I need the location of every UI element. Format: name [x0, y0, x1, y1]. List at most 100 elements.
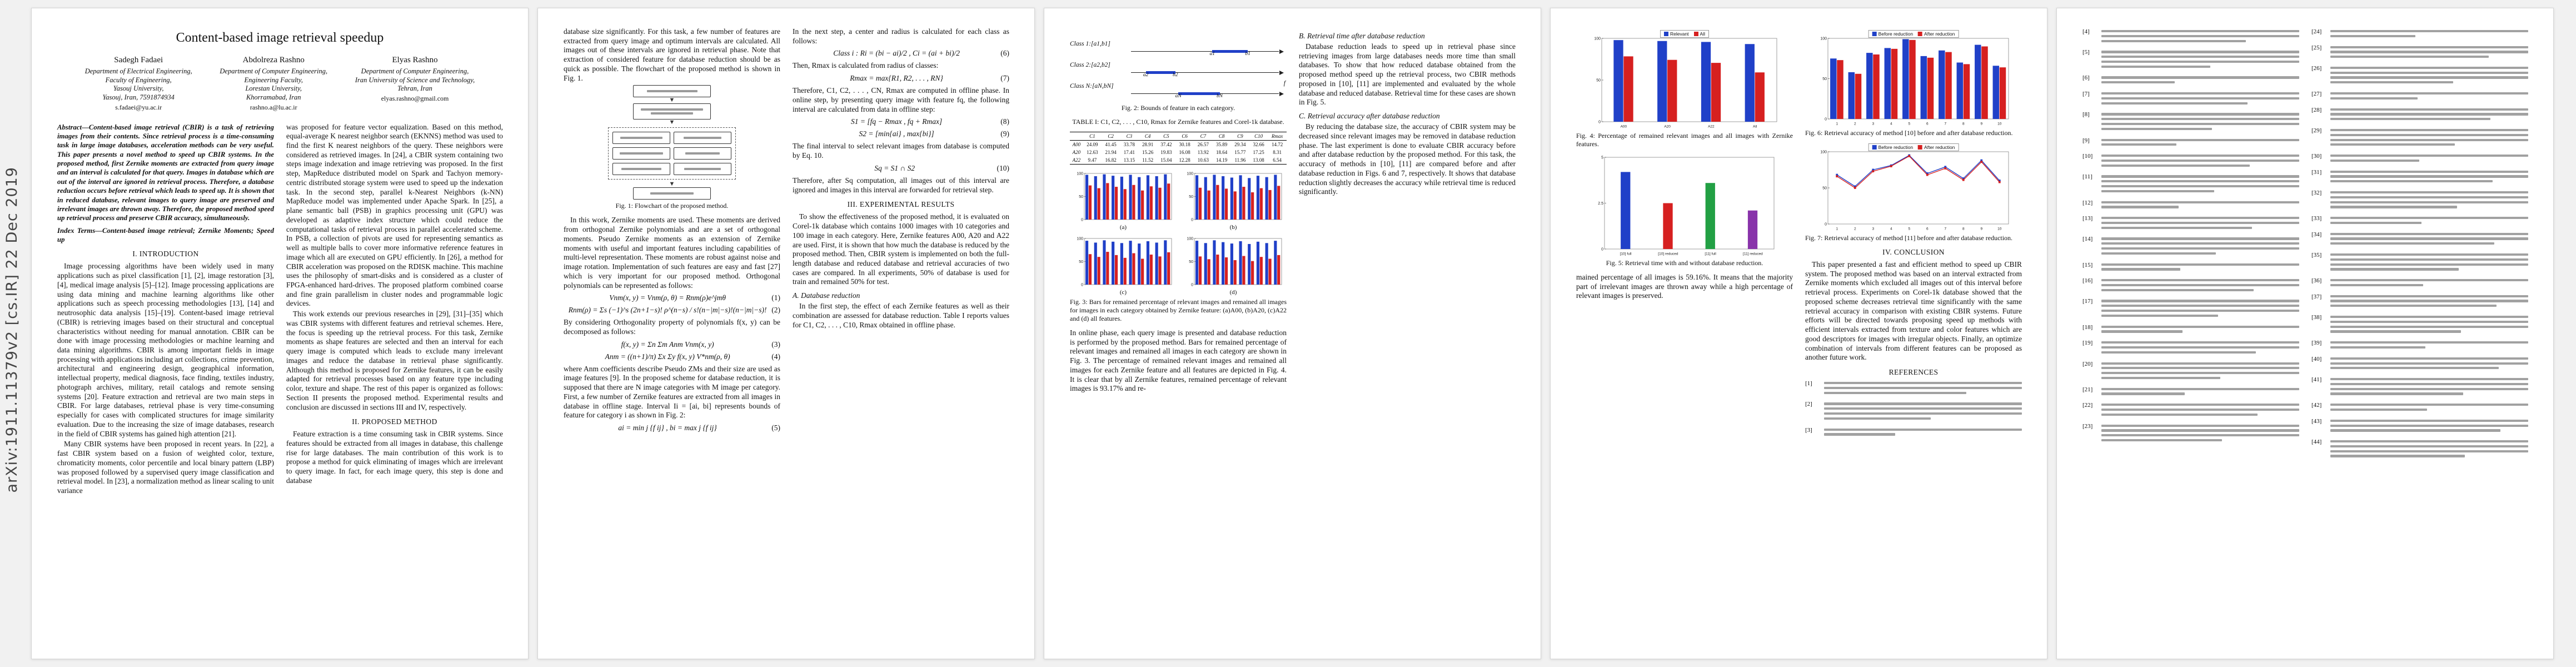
fig2-axis-line: aN bN f — [1131, 80, 1285, 99]
bar — [1848, 72, 1855, 119]
reference-item: [28] — [2311, 107, 2528, 123]
reference-text — [2330, 439, 2528, 460]
reference-text — [2330, 293, 2528, 310]
table-header-cell: C7 — [1194, 132, 1213, 141]
reference-number: [28] — [2311, 106, 2322, 113]
body-paragraph: In the first step, the effect of each Ze… — [793, 302, 1009, 329]
bar — [1256, 241, 1260, 285]
bar — [1755, 72, 1765, 122]
bar — [1613, 40, 1623, 122]
fig2-tick-label: a2 — [1143, 72, 1149, 78]
reference-list: [1] [2] [3] — [1805, 380, 2022, 438]
plot-area — [1604, 157, 1775, 250]
bar — [1158, 256, 1162, 285]
reference-number: [41] — [2311, 376, 2322, 384]
data-marker — [1962, 177, 1965, 180]
bar — [1902, 39, 1909, 119]
reference-item: [34] — [2311, 231, 2528, 247]
table-header-cell: C10 — [1249, 132, 1268, 141]
fig5-chart: 0 2.5 5 [10] full [10] reduced [11] full [11] … — [1593, 154, 1776, 257]
table-cell: 19.83 — [1160, 150, 1172, 155]
table-cell: 16.08 — [1179, 150, 1190, 155]
chart-legend: Before reduction After reduction — [1868, 143, 1959, 151]
section-heading-introduction: I. INTRODUCTION — [132, 250, 199, 258]
reference-item: [43] — [2311, 418, 2528, 434]
data-marker — [1836, 175, 1838, 178]
x-tick-label: 8 — [1962, 227, 1965, 231]
author-name: Sadegh Fadaei — [114, 56, 163, 64]
bar — [1207, 190, 1210, 220]
x-tick-label: 10 — [1997, 227, 2002, 231]
y-tick-label: 100 — [1820, 37, 1827, 41]
reference-number: [8] — [2082, 111, 2090, 118]
fig6-caption: Fig. 6: Retrieval accuracy of method [10… — [1805, 129, 2013, 137]
bar — [1222, 176, 1225, 220]
equation-body: f(x, y) = Σn Σm Anm Vnm(x, y) — [621, 340, 714, 349]
table-cell: 11.96 — [1234, 157, 1246, 163]
reference-number: [37] — [2311, 293, 2322, 300]
fig3b-chart: 0 50 100 — [1183, 170, 1284, 223]
reference-number: [22] — [2082, 402, 2093, 409]
reference-item: [18] — [2082, 324, 2299, 336]
reference-item: [7] — [2082, 91, 2299, 107]
reference-number: [17] — [2082, 298, 2093, 305]
reference-text — [2330, 91, 2528, 102]
equation-body: Sq = S1 ∩ S2 — [874, 163, 915, 172]
bar — [1701, 42, 1711, 122]
page3-left-column: Class 1:[a1,b1] a1 b1 Class 2:[a2,b2] a2 b2 Cl… — [1070, 27, 1287, 395]
reference-text — [2330, 107, 2528, 123]
bar — [1623, 56, 1633, 122]
reference-text — [2101, 386, 2299, 398]
author-affiliation: Yasouj, Iran, 7591874934 — [102, 93, 175, 101]
chart-canvas: 0 50 100 1 2 3 4 5 6 7 8 9 10 — [1820, 37, 2009, 126]
body-paragraph: This work extends our previous researche… — [286, 310, 503, 411]
reference-item: [44] — [2311, 439, 2528, 460]
reference-text — [2330, 44, 2528, 61]
reference-text — [2101, 91, 2299, 107]
table-cell: 15.26 — [1142, 150, 1154, 155]
legend-item: Relevant — [1663, 31, 1689, 37]
reference-item: [35] — [2311, 252, 2528, 273]
page1-right-column: was proposed for feature vector equaliza… — [286, 123, 503, 497]
table-cell: 12.63 — [1087, 150, 1098, 155]
page5-right-column: [24] [25] [26] [27] [28] [29] [30] [31] [32] [33]… — [2311, 27, 2528, 464]
table-cell: 8.31 — [1273, 150, 1282, 155]
reference-number: [44] — [2311, 439, 2322, 446]
bar — [1268, 258, 1272, 285]
legend-swatch — [1918, 145, 1923, 150]
reference-text — [2101, 153, 2299, 169]
bar — [1216, 255, 1219, 285]
page4-right-column: 0 50 100 1 2 3 4 5 6 7 8 9 10 Before reduction After r… — [1805, 27, 2022, 442]
bar — [1213, 175, 1216, 220]
fig3-subplot-c: 0 50 100 (c) — [1070, 235, 1177, 296]
data-marker — [1980, 161, 1983, 163]
bar — [1085, 241, 1089, 285]
reference-text — [2330, 215, 2528, 227]
reference-item: [31] — [2311, 169, 2528, 185]
reference-item: [13] — [2082, 215, 2299, 231]
reference-item: [15] — [2082, 262, 2299, 273]
fig2-interval-segment — [1212, 49, 1248, 53]
bar — [1239, 241, 1242, 285]
reference-number: [30] — [2311, 153, 2322, 160]
legend-label: All — [1700, 31, 1706, 37]
data-marker — [1944, 167, 1947, 170]
bar — [1920, 56, 1927, 119]
reference-text — [2101, 137, 2299, 149]
bar — [1132, 253, 1135, 285]
intro-paragraph-2: Many CBIR systems have been proposed in … — [57, 440, 274, 495]
table-cell: 21.94 — [1105, 150, 1117, 155]
fig2-tick-label: b1 — [1245, 51, 1250, 57]
subsection-heading-a: A. Database reduction — [793, 291, 860, 300]
reference-item: [5] — [2082, 49, 2299, 70]
bar — [1992, 66, 2000, 119]
fig7-chart: 0 50 100 1 2 3 4 5 6 7 8 9 10 Before reduction After r… — [1816, 143, 2011, 232]
reference-number: [24] — [2311, 28, 2322, 35]
line-series — [1836, 155, 2000, 187]
bar — [1141, 190, 1144, 220]
reference-number: [40] — [2311, 355, 2322, 362]
bar — [1268, 190, 1272, 220]
body-paragraph: Database reduction leads to speed up in … — [1299, 42, 1516, 107]
bar — [1256, 176, 1260, 220]
equation-8: S1 = [fq − Rmax , fq + Rmax] (8) — [793, 117, 1009, 126]
